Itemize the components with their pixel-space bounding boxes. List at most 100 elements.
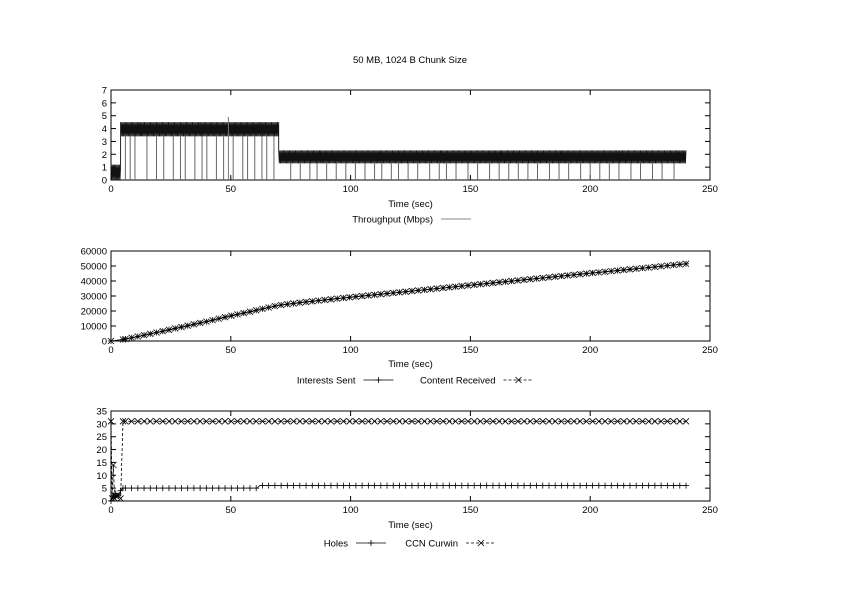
legend-label: Content Received [420, 376, 496, 387]
data-point-marker [371, 291, 378, 299]
data-point-marker [620, 266, 628, 274]
data-point-marker [277, 301, 285, 309]
data-point-marker [290, 300, 297, 307]
data-point-marker [327, 296, 335, 303]
data-point-marker [564, 482, 571, 489]
data-point-marker [277, 418, 285, 425]
data-point-marker [390, 482, 397, 489]
data-point-marker [514, 277, 522, 284]
data-point-marker [209, 485, 216, 492]
data-point-marker [564, 272, 571, 279]
data-point-marker [496, 482, 503, 489]
data-point-marker [415, 482, 422, 489]
data-point-marker [664, 262, 671, 269]
data-point-marker [371, 418, 378, 425]
data-point-marker [302, 418, 310, 425]
data-point-marker [552, 482, 559, 489]
data-point-marker [433, 418, 441, 425]
data-point-marker [147, 485, 154, 492]
data-point-marker [676, 261, 684, 268]
data-point-marker [383, 418, 391, 425]
data-point-marker [408, 287, 416, 295]
x-tick-label: 150 [462, 184, 478, 195]
data-point-marker [614, 418, 621, 425]
x-tick-label: 250 [702, 345, 718, 356]
legend: Holes CCN Curwin [324, 539, 496, 550]
data-point-marker [108, 498, 114, 504]
data-point-marker [595, 269, 603, 276]
y-tick-label: 2 [102, 150, 107, 161]
legend-marker [368, 540, 374, 546]
data-point-marker [502, 418, 509, 425]
data-point-marker [296, 482, 303, 489]
data-point-marker [414, 287, 422, 294]
data-point-marker [178, 323, 185, 331]
data-point-marker [446, 418, 453, 425]
data-point-marker [452, 418, 459, 425]
data-point-marker [315, 418, 322, 425]
data-point-marker [502, 278, 509, 285]
data-point-marker [252, 307, 260, 314]
data-point-marker [352, 482, 359, 489]
data-point-marker [489, 418, 497, 425]
data-point-marker [171, 418, 179, 425]
data-point-marker [520, 276, 528, 284]
data-point-marker [215, 315, 223, 322]
data-point-marker [134, 418, 142, 425]
data-point-marker [614, 482, 621, 489]
data-point-marker [551, 273, 559, 280]
data-point-marker [639, 482, 646, 489]
data-point-marker [421, 286, 428, 294]
data-point-marker [458, 282, 466, 290]
data-point-marker [209, 418, 216, 425]
data-point-marker [107, 337, 115, 345]
data-point-marker [334, 482, 341, 489]
data-point-marker [577, 482, 584, 489]
x-axis-label: Time (sec) [388, 520, 433, 531]
y-tick-label: 4 [102, 124, 107, 135]
data-point-marker [489, 482, 496, 489]
data-point-marker [340, 418, 347, 425]
data-point-marker [589, 418, 596, 425]
data-point-marker [545, 274, 553, 281]
data-point-marker [408, 482, 415, 489]
data-point-marker [396, 418, 403, 425]
data-point-marker [570, 418, 578, 425]
data-point-marker [377, 418, 385, 425]
data-point-marker [446, 482, 453, 489]
data-point-marker [651, 418, 659, 425]
x-tick-label: 50 [226, 505, 237, 516]
data-point-marker [333, 418, 341, 425]
data-point-marker [521, 482, 528, 489]
data-point-marker [365, 292, 372, 299]
data-point-marker [215, 418, 223, 425]
x-tick-label: 50 [226, 345, 237, 356]
data-point-marker [252, 418, 260, 425]
data-point-marker [165, 418, 173, 425]
data-point-marker [464, 418, 472, 425]
data-point-marker [259, 305, 266, 313]
data-point-marker [165, 485, 172, 492]
data-point-marker [595, 482, 602, 489]
data-point-marker [153, 329, 160, 336]
x-tick-label: 100 [343, 505, 359, 516]
data-point-marker [327, 482, 334, 489]
data-point-marker [178, 418, 185, 425]
data-point-marker [234, 311, 241, 318]
legend-marker [477, 539, 485, 547]
data-point-marker [308, 297, 316, 305]
y-tick-label: 1 [102, 163, 107, 174]
data-point-marker [240, 485, 247, 492]
data-point-marker [128, 418, 135, 425]
data-point-marker [140, 331, 148, 339]
data-point-marker [346, 482, 353, 489]
y-tick-label: 3 [102, 137, 107, 148]
x-tick-label: 50 [226, 184, 237, 195]
y-tick-label: 10 [96, 471, 107, 482]
data-point-marker [389, 418, 397, 425]
data-point-marker [676, 482, 683, 489]
data-point-marker [664, 418, 671, 425]
data-point-marker [227, 418, 235, 425]
data-point-marker [128, 334, 135, 342]
